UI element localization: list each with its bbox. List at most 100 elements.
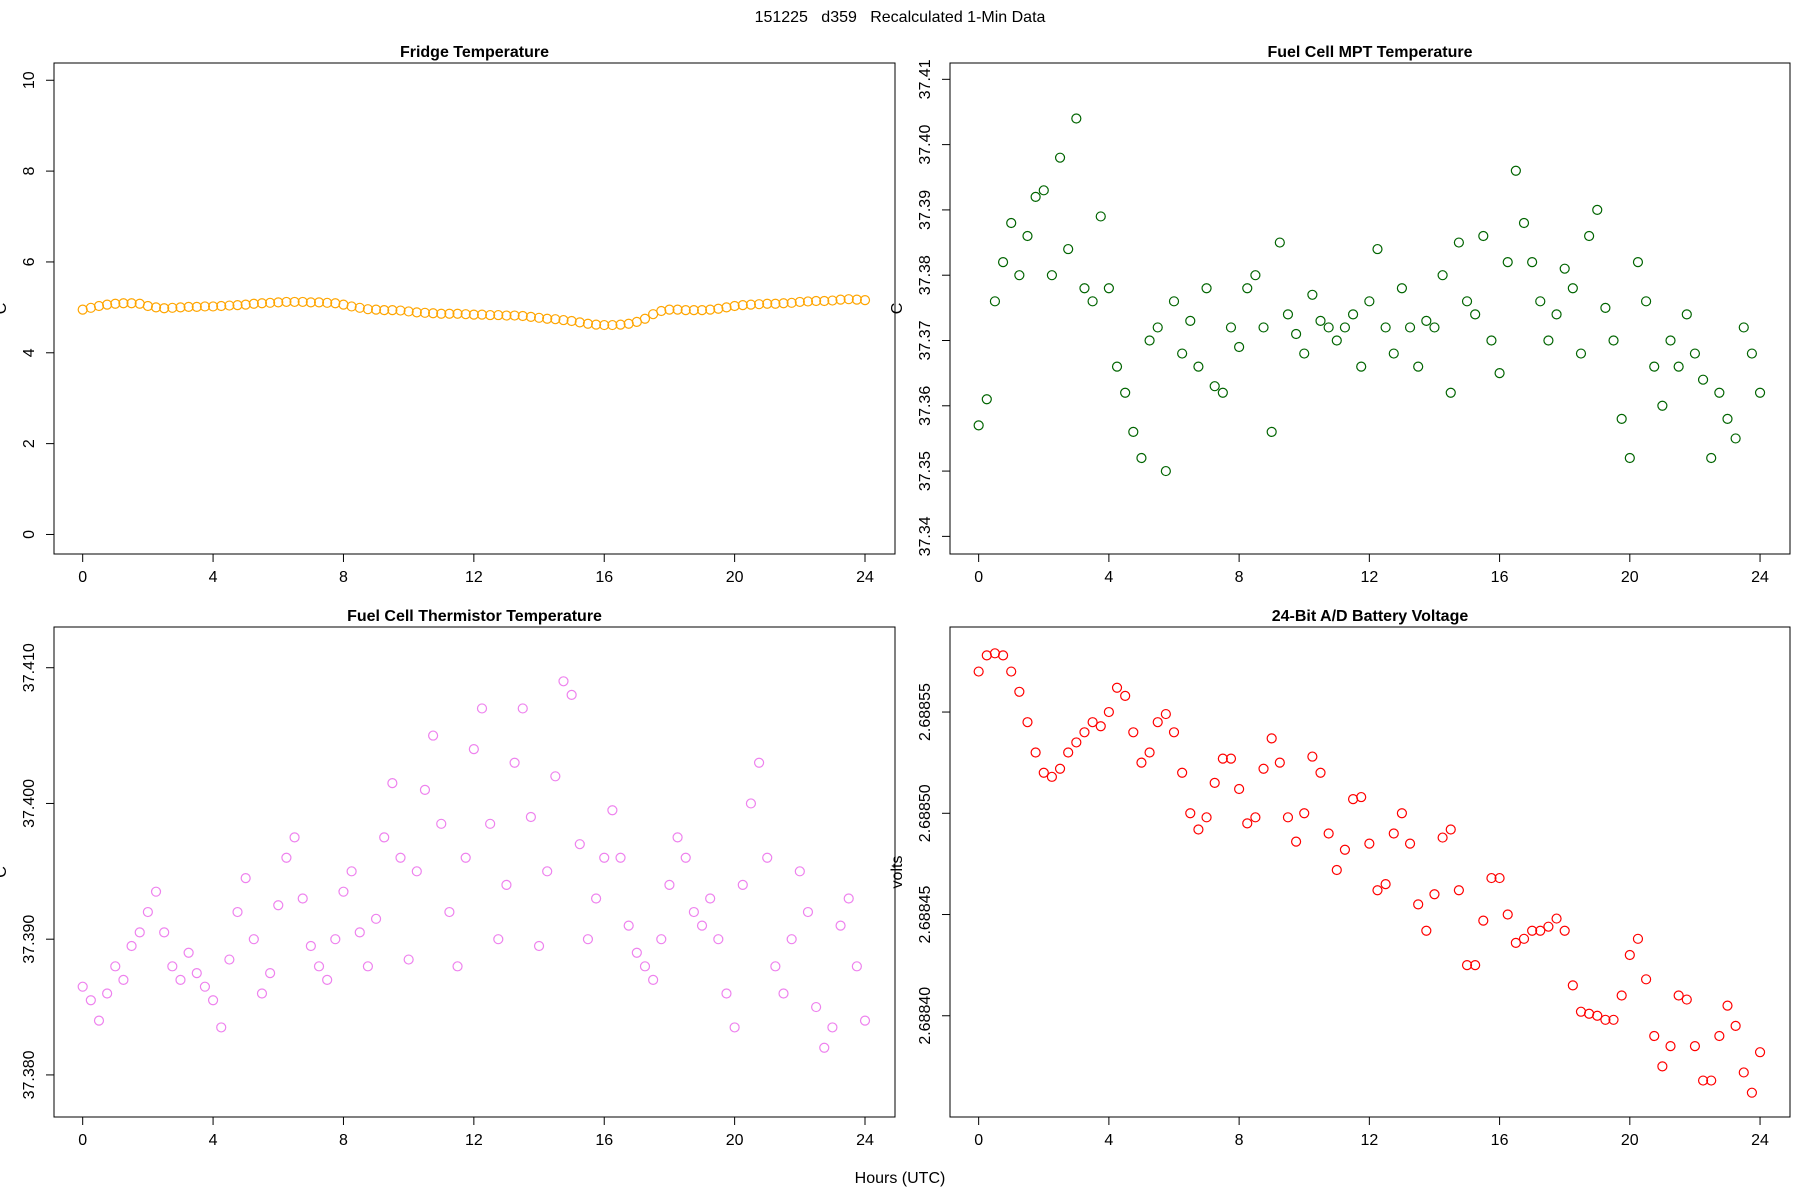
point bbox=[1584, 1008, 1595, 1019]
point bbox=[1616, 413, 1627, 424]
point bbox=[428, 308, 439, 319]
point bbox=[1356, 361, 1367, 372]
x-tick-label: 24 bbox=[1751, 569, 1769, 586]
point bbox=[1486, 872, 1497, 884]
point bbox=[1657, 400, 1668, 411]
point bbox=[1217, 753, 1228, 764]
y-tick-label: 37.36 bbox=[917, 386, 934, 426]
y-axis-label: volts bbox=[889, 856, 906, 889]
point bbox=[1347, 794, 1359, 805]
point bbox=[542, 313, 553, 324]
point bbox=[802, 296, 814, 307]
point bbox=[1160, 708, 1171, 720]
point bbox=[1209, 381, 1220, 392]
point bbox=[183, 301, 194, 313]
point bbox=[460, 852, 471, 863]
point bbox=[1404, 838, 1416, 849]
x-tick-label: 8 bbox=[339, 569, 348, 586]
point bbox=[1681, 994, 1692, 1005]
panel-title: 24-Bit A/D Battery Voltage bbox=[1272, 608, 1469, 625]
point bbox=[688, 906, 699, 918]
point bbox=[452, 961, 463, 972]
point bbox=[745, 299, 757, 310]
point bbox=[159, 303, 170, 314]
point bbox=[1592, 1010, 1603, 1021]
point bbox=[370, 913, 382, 924]
point bbox=[346, 301, 357, 312]
panel: Fridge TemperatureC048121620240246810 bbox=[0, 44, 896, 586]
x-tick-label: 12 bbox=[1360, 569, 1378, 586]
point bbox=[1754, 387, 1766, 398]
point bbox=[1470, 960, 1481, 971]
point bbox=[1404, 322, 1416, 333]
point bbox=[1738, 1067, 1749, 1078]
point bbox=[1160, 465, 1171, 477]
point bbox=[387, 777, 398, 789]
x-tick-label: 8 bbox=[339, 1132, 348, 1149]
point bbox=[216, 300, 227, 312]
point bbox=[460, 309, 471, 320]
point bbox=[1689, 348, 1701, 359]
point bbox=[150, 302, 162, 313]
panel: Fuel Cell MPT Temperature C 0 4 8 12 16 20 24 37.… bbox=[889, 44, 1791, 586]
point bbox=[1608, 335, 1619, 346]
point bbox=[305, 940, 316, 952]
point bbox=[1714, 1030, 1725, 1042]
point bbox=[1234, 783, 1245, 795]
point bbox=[1640, 974, 1652, 985]
point bbox=[273, 900, 284, 911]
x-tick-label: 0 bbox=[78, 569, 87, 586]
point bbox=[1722, 1000, 1733, 1011]
point bbox=[1535, 925, 1546, 936]
point bbox=[411, 866, 422, 877]
point bbox=[142, 300, 153, 312]
point bbox=[827, 1022, 838, 1033]
point bbox=[1527, 257, 1538, 268]
point bbox=[1478, 230, 1489, 242]
point bbox=[509, 310, 520, 321]
point bbox=[1063, 747, 1074, 758]
point bbox=[142, 906, 153, 918]
point bbox=[85, 302, 96, 313]
point bbox=[1014, 686, 1025, 697]
point bbox=[1746, 348, 1758, 359]
point bbox=[566, 689, 577, 700]
point bbox=[1022, 717, 1033, 728]
point bbox=[1120, 690, 1131, 701]
point bbox=[362, 961, 374, 972]
x-tick-label: 12 bbox=[465, 569, 483, 586]
point bbox=[721, 988, 732, 999]
point bbox=[1225, 322, 1237, 333]
point bbox=[1697, 1075, 1709, 1086]
panel: Fuel Cell Thermistor Temperature C 0 4 8 12 16… bbox=[0, 608, 896, 1149]
point bbox=[248, 934, 259, 945]
point bbox=[485, 309, 496, 321]
point bbox=[705, 893, 716, 904]
point bbox=[338, 886, 349, 897]
point bbox=[705, 304, 716, 315]
point bbox=[1543, 921, 1554, 932]
panel-title: Fridge Temperature bbox=[400, 44, 549, 61]
y-tick-label: 37.380 bbox=[21, 1050, 38, 1099]
point bbox=[729, 1022, 740, 1033]
point bbox=[1290, 836, 1302, 847]
point bbox=[1315, 315, 1326, 327]
y-tick-label: 37.410 bbox=[21, 643, 38, 692]
point bbox=[1681, 309, 1692, 320]
point bbox=[126, 298, 137, 309]
x-tick-label: 12 bbox=[465, 1132, 483, 1149]
point bbox=[240, 873, 251, 884]
point bbox=[476, 309, 488, 320]
point bbox=[1567, 980, 1578, 991]
point bbox=[721, 302, 732, 313]
point bbox=[1290, 328, 1302, 340]
point bbox=[118, 298, 129, 309]
point bbox=[1038, 185, 1049, 196]
point bbox=[207, 995, 219, 1006]
point bbox=[1258, 763, 1269, 774]
y-tick-label: 37.38 bbox=[917, 255, 934, 295]
x-tick-label: 24 bbox=[856, 1132, 874, 1149]
point bbox=[1339, 844, 1351, 855]
point bbox=[207, 301, 219, 312]
